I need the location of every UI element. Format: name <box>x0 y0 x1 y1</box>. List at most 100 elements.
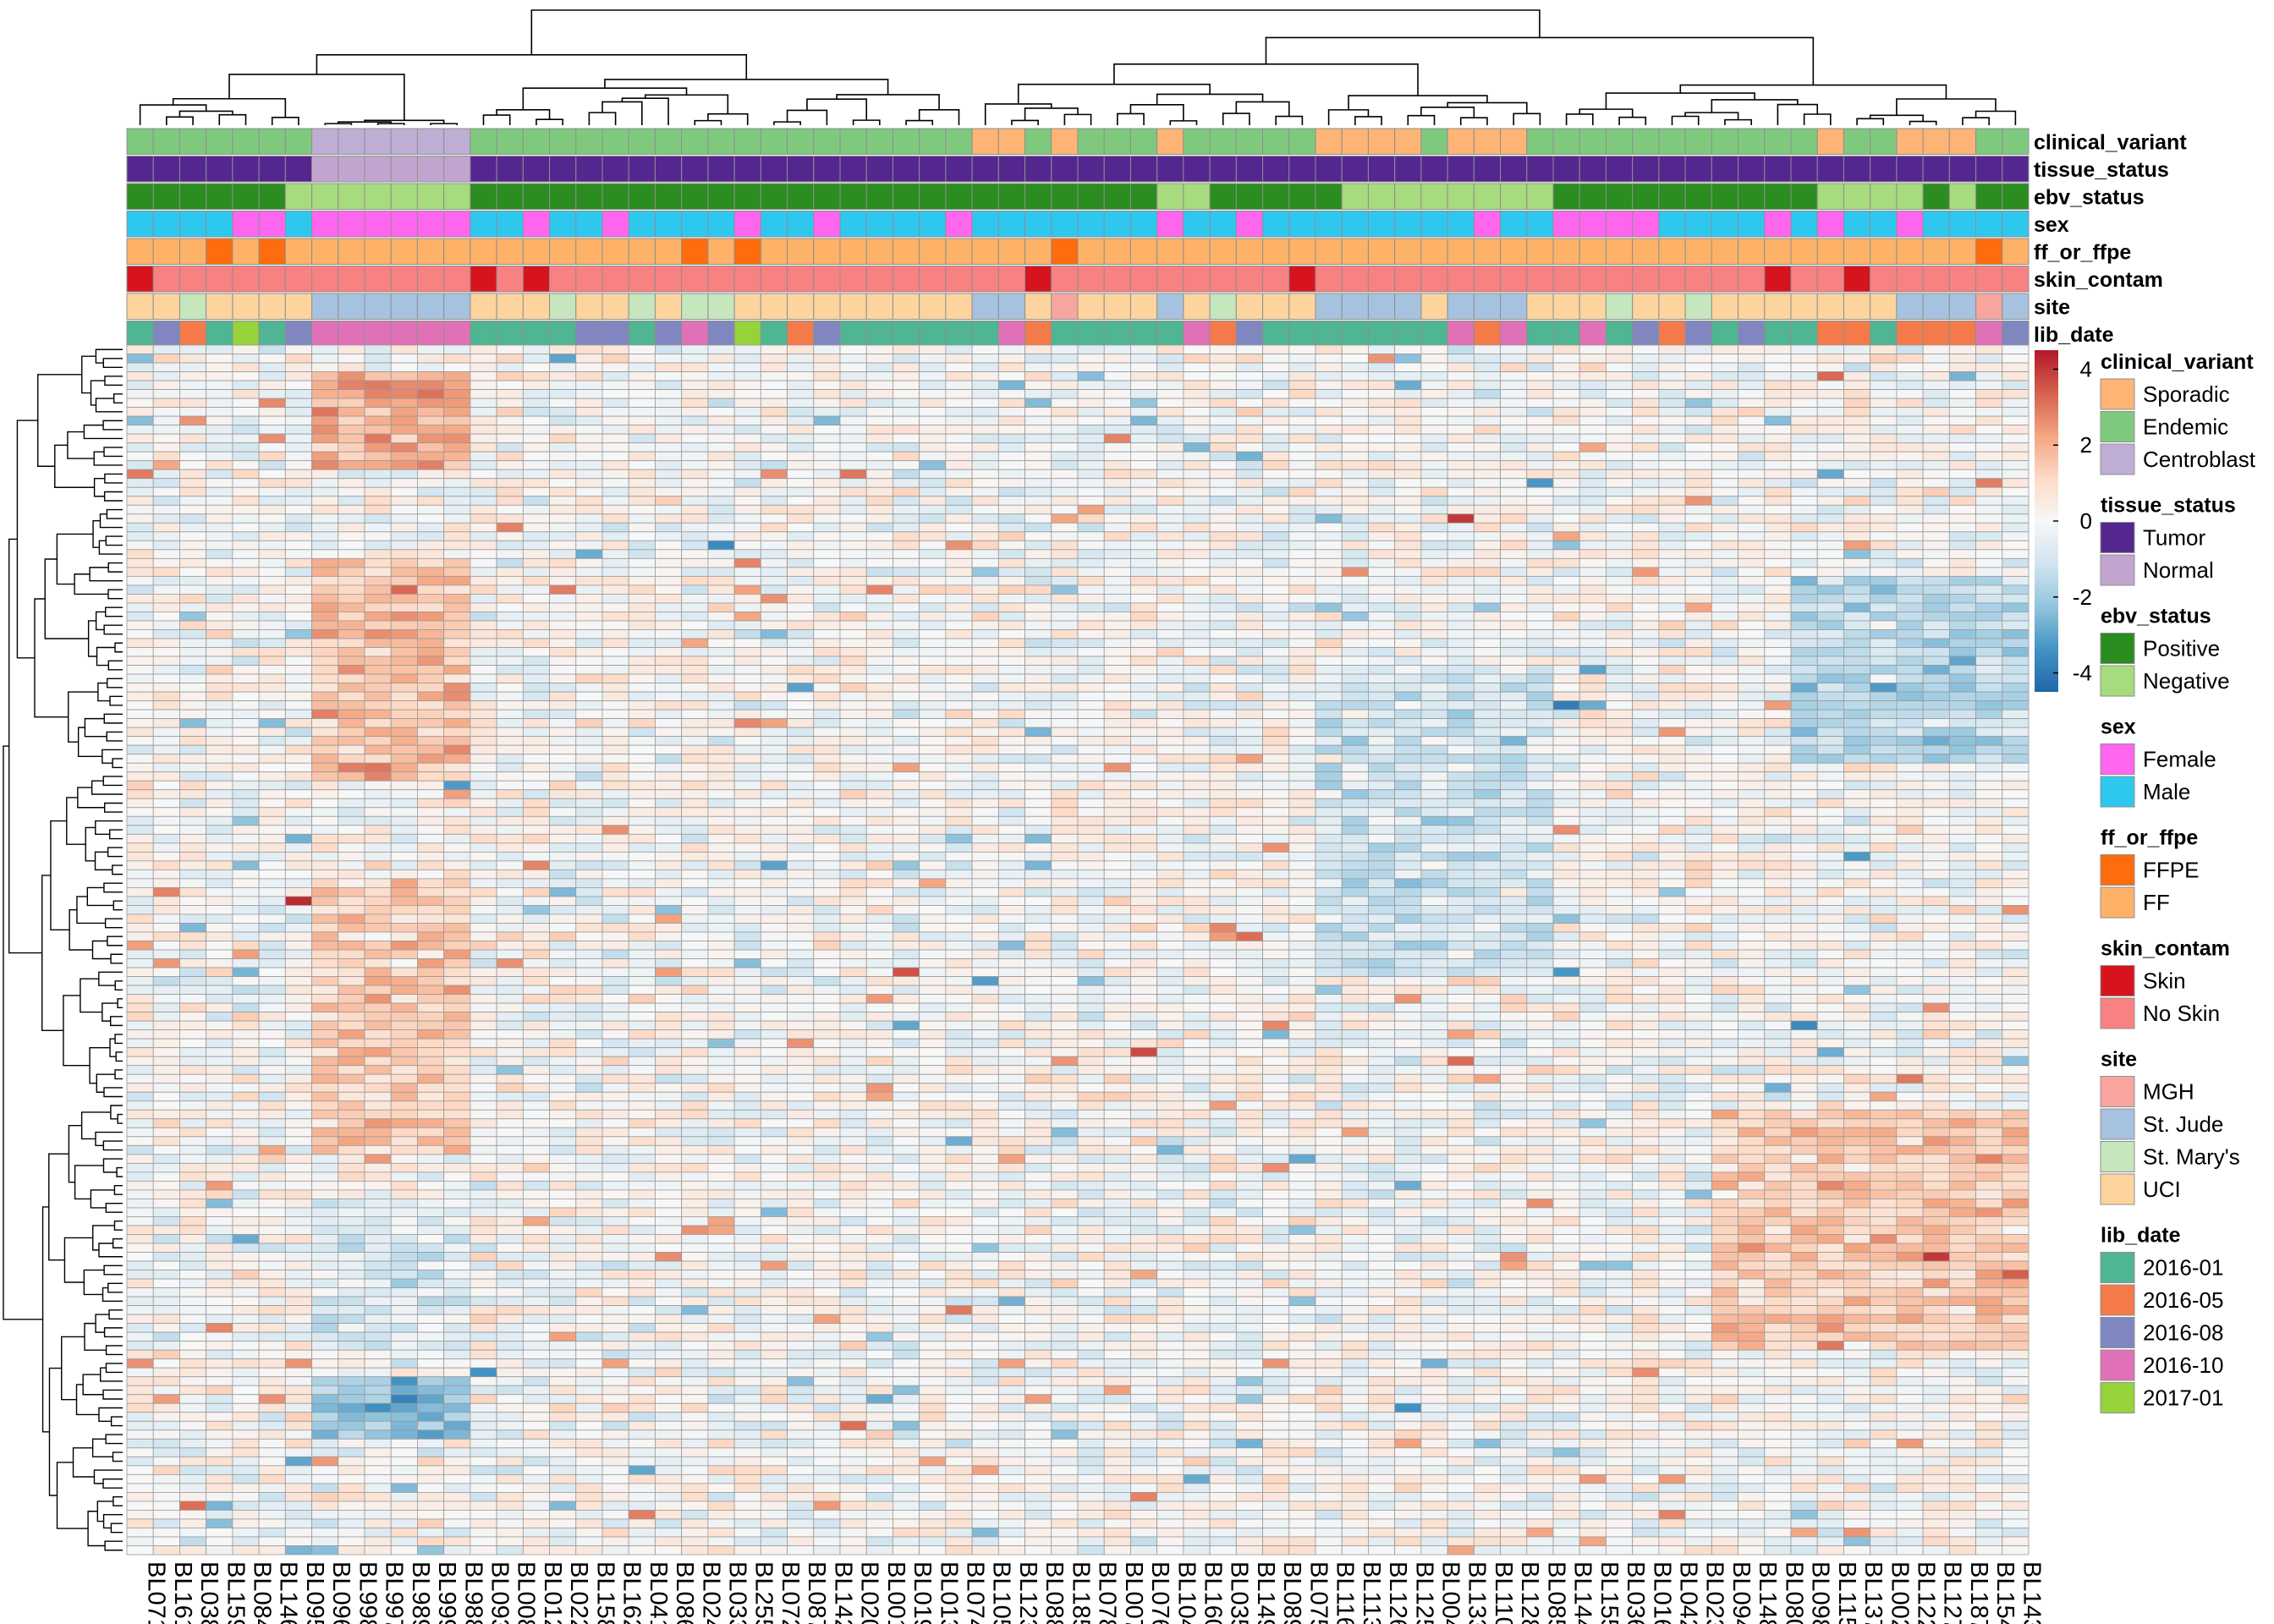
heatmap-cell <box>1948 602 1976 612</box>
heatmap-cell <box>1711 486 1738 497</box>
heatmap-cell <box>1684 433 1712 444</box>
heatmap-cell <box>1235 433 1263 444</box>
heatmap-cell <box>126 709 154 720</box>
heatmap-cell <box>813 683 841 693</box>
heatmap-cell <box>470 522 497 533</box>
heatmap-cell <box>179 842 207 853</box>
heatmap-cell <box>707 762 735 773</box>
heatmap-cell <box>126 531 154 541</box>
heatmap-cell <box>760 833 788 844</box>
heatmap-cell <box>1103 691 1131 701</box>
heatmap-cell <box>1843 771 1871 782</box>
heatmap-cell <box>206 540 233 551</box>
heatmap-cell <box>1632 478 1660 488</box>
heatmap-cell <box>1209 754 1237 764</box>
heatmap-cell <box>893 584 920 595</box>
annotation-cell-site <box>1315 293 1343 320</box>
heatmap-cell <box>1500 522 1528 533</box>
heatmap-cell <box>1500 540 1528 551</box>
dendrogram-branch <box>86 886 114 907</box>
heatmap-cell <box>1209 807 1237 817</box>
heatmap-cell <box>839 344 867 354</box>
heatmap-cell <box>865 354 893 364</box>
heatmap-cell <box>1843 629 1871 639</box>
heatmap-cell <box>1738 513 1766 524</box>
heatmap-cell <box>733 425 761 435</box>
heatmap-cell <box>258 531 286 541</box>
heatmap-cell <box>470 469 497 480</box>
heatmap-cell <box>839 442 867 453</box>
annotation-cell-ebv_status <box>919 183 947 210</box>
annotation-cell-lib_date <box>1103 321 1131 348</box>
heatmap-cell <box>1024 362 1052 372</box>
heatmap-cell <box>1315 496 1343 506</box>
heatmap-cell <box>1500 451 1528 462</box>
heatmap-cell <box>997 727 1025 738</box>
heatmap-cell <box>417 451 445 462</box>
heatmap-cell <box>1922 762 1950 773</box>
heatmap-cell <box>179 727 207 738</box>
heatmap-cell <box>893 496 920 506</box>
heatmap-cell <box>1394 647 1422 657</box>
heatmap-cell <box>971 612 999 622</box>
heatmap-cell <box>681 354 709 364</box>
heatmap-cell <box>1870 567 1898 577</box>
heatmap-cell <box>1870 344 1898 354</box>
heatmap-cell <box>1315 594 1343 604</box>
annotation-cell-clinical_variant <box>1315 128 1343 155</box>
heatmap-cell <box>575 638 603 648</box>
annotation-cell-site <box>1948 293 1977 320</box>
heatmap-cell <box>1579 594 1607 604</box>
annotation-cell-skin_contam <box>1183 266 1211 293</box>
heatmap-cell <box>575 557 603 568</box>
heatmap-cell <box>707 602 735 612</box>
annotation-cell-sex <box>839 211 867 238</box>
heatmap-cell <box>1235 362 1263 372</box>
heatmap-cell <box>1790 478 1818 488</box>
heatmap-cell <box>232 798 260 809</box>
heatmap-cell <box>1394 851 1422 862</box>
heatmap-cell <box>1209 789 1237 799</box>
heatmap-cell <box>206 354 233 364</box>
heatmap-cell <box>1024 407 1052 417</box>
annotation-cell-ebv_status <box>865 183 893 210</box>
annotation-cell-skin_contam <box>1764 266 1792 293</box>
heatmap-cell <box>1315 815 1343 826</box>
heatmap-cell <box>971 638 999 648</box>
heatmap-cell <box>707 415 735 426</box>
heatmap-cell <box>1816 744 1844 755</box>
annotation-cell-sex <box>1235 211 1264 238</box>
heatmap-cell <box>945 549 973 559</box>
annotation-cell-tissue_status <box>997 156 1026 183</box>
annotation-cell-clinical_variant <box>1051 128 1079 155</box>
heatmap-cell <box>2002 762 2030 773</box>
heatmap-cell <box>1341 762 1369 773</box>
heatmap-cell <box>1764 629 1792 639</box>
heatmap-cell <box>1922 442 1950 453</box>
heatmap-cell <box>1130 602 1158 612</box>
heatmap-cell <box>865 522 893 533</box>
heatmap-cell <box>707 407 735 417</box>
annotation-cell-ebv_status <box>1103 183 1131 210</box>
heatmap-cell <box>1341 407 1369 417</box>
heatmap-cell <box>1156 575 1184 586</box>
heatmap-cell <box>787 575 815 586</box>
heatmap-cell <box>1341 815 1369 826</box>
heatmap-cell <box>997 718 1025 728</box>
heatmap-cell <box>1579 620 1607 630</box>
heatmap-cell <box>549 398 577 408</box>
heatmap-cell <box>1684 415 1712 426</box>
heatmap-cell <box>470 860 497 870</box>
annotation-cell-sex <box>787 211 815 238</box>
heatmap-cell <box>865 442 893 453</box>
heatmap-cell <box>1579 407 1607 417</box>
heatmap-cell <box>1500 407 1528 417</box>
heatmap-cell <box>787 780 815 791</box>
heatmap-cell <box>1896 754 1924 764</box>
heatmap-cell <box>1552 425 1580 435</box>
heatmap-cell <box>1420 780 1448 791</box>
dendrogram-branch <box>107 589 123 600</box>
heatmap-cell <box>1051 433 1079 444</box>
heatmap-cell <box>1526 620 1554 630</box>
heatmap-cell <box>1684 496 1712 506</box>
